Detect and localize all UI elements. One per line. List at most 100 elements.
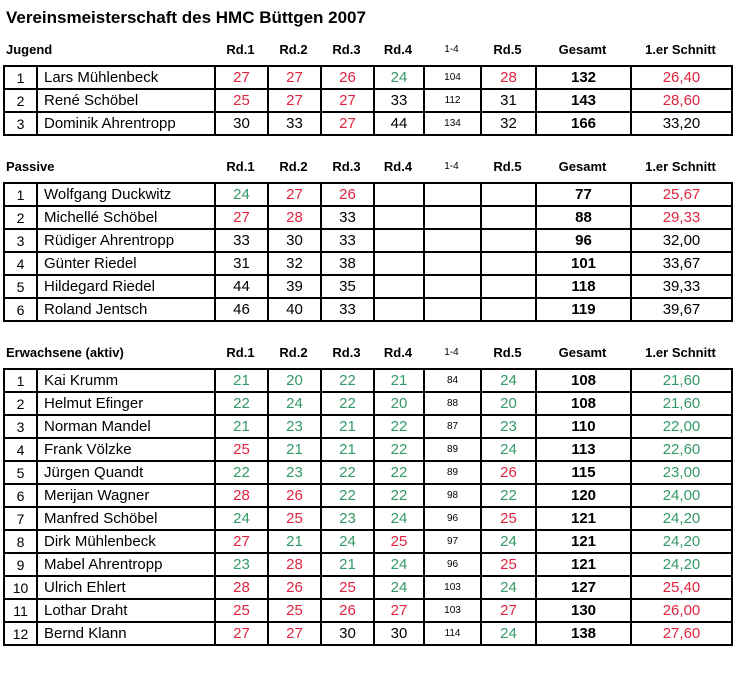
table-row: 3 Dominik Ahrentropp 30 33 27 44 134 32 166 33,20 <box>3 111 733 136</box>
table-row: 1 Wolfgang Duckwitz 24 27 26 77 25,67 <box>3 182 733 207</box>
column-header: Rd.5 <box>493 344 522 360</box>
round-cell: 27 <box>214 529 269 554</box>
round5-cell: 22 <box>480 483 537 508</box>
sum-1-4-cell: 114 <box>423 621 482 646</box>
round-cell: 38 <box>320 251 375 276</box>
schnitt-cell: 27,60 <box>630 621 733 646</box>
sum-1-4-cell: 97 <box>423 529 482 554</box>
round5-cell: 31 <box>480 88 537 113</box>
schnitt-cell: 26,00 <box>630 598 733 623</box>
schnitt-cell: 25,67 <box>630 182 733 207</box>
gesamt-cell: 121 <box>535 552 632 577</box>
sum-1-4-cell <box>423 228 482 253</box>
round-cell <box>373 297 425 322</box>
table-row: 7 Manfred Schöbel 24 25 23 24 96 25 121 24,20 <box>3 506 733 531</box>
gesamt-cell: 110 <box>535 414 632 439</box>
column-header: Rd.3 <box>332 41 361 57</box>
round-cell: 24 <box>373 552 425 577</box>
sum-1-4-cell: 89 <box>423 437 482 462</box>
results-page: Vereinsmeisterschaft des HMC Büttgen 200… <box>3 8 747 646</box>
round-cell: 27 <box>267 182 322 207</box>
sum-1-4-cell: 103 <box>423 575 482 600</box>
gesamt-cell: 77 <box>535 182 632 207</box>
gesamt-cell: 113 <box>535 437 632 462</box>
gesamt-cell: 127 <box>535 575 632 600</box>
table-row: 11 Lothar Draht 25 25 26 27 103 27 130 26,00 <box>3 598 733 623</box>
schnitt-cell: 22,60 <box>630 437 733 462</box>
name-cell: Dirk Mühlenbeck <box>36 529 216 554</box>
rank-cell: 4 <box>3 437 38 462</box>
round-cell: 28 <box>267 205 322 230</box>
round-cell: 22 <box>320 460 375 485</box>
schnitt-cell: 24,20 <box>630 552 733 577</box>
schnitt-cell: 24,00 <box>630 483 733 508</box>
column-header: Rd.1 <box>226 158 255 174</box>
round5-cell <box>480 182 537 207</box>
round-cell: 23 <box>267 414 322 439</box>
round-cell: 22 <box>373 437 425 462</box>
round-cell: 25 <box>267 506 322 531</box>
rank-cell: 2 <box>3 88 38 113</box>
section-header-row: Passive Rd.1 Rd.2 Rd.3 Rd.4 1-4 Rd.5 Gesamt 1.er… <box>3 157 731 175</box>
column-header: Rd.5 <box>493 41 522 57</box>
column-header: Rd.4 <box>383 344 413 360</box>
name-cell: Wolfgang Duckwitz <box>36 182 216 207</box>
round-cell: 27 <box>214 65 269 90</box>
schnitt-cell: 23,00 <box>630 460 733 485</box>
round5-cell: 28 <box>480 65 537 90</box>
gesamt-cell: 108 <box>535 368 632 393</box>
name-cell: Norman Mandel <box>36 414 216 439</box>
gesamt-cell: 143 <box>535 88 632 113</box>
header-row: Jugend Rd.1 Rd.2 Rd.3 Rd.4 1-4 Rd.5 Gesamt 1.er … <box>3 40 731 58</box>
round-cell: 28 <box>267 552 322 577</box>
round-cell: 22 <box>320 391 375 416</box>
round-cell: 26 <box>320 598 375 623</box>
round-cell: 20 <box>267 368 322 393</box>
column-header: 1-4 <box>444 160 459 172</box>
rank-cell: 1 <box>3 368 38 393</box>
column-header: Gesamt <box>558 41 607 57</box>
section-label: Passive <box>6 158 55 174</box>
name-cell: Ulrich Ehlert <box>36 575 216 600</box>
round-cell: 22 <box>373 414 425 439</box>
round-cell: 21 <box>267 529 322 554</box>
round-cell: 30 <box>214 111 269 136</box>
name-cell: Merijan Wagner <box>36 483 216 508</box>
table-row: 6 Merijan Wagner 28 26 22 22 98 22 120 24,00 <box>3 483 733 508</box>
round-cell: 39 <box>267 274 322 299</box>
name-cell: Frank Völzke <box>36 437 216 462</box>
column-header: Gesamt <box>558 158 607 174</box>
round-cell: 23 <box>214 552 269 577</box>
name-cell: Roland Jentsch <box>36 297 216 322</box>
section-label: Jugend <box>6 41 53 57</box>
column-header: 1.er Schnitt <box>645 344 716 360</box>
sum-1-4-cell: 88 <box>423 391 482 416</box>
name-cell: Jürgen Quandt <box>36 460 216 485</box>
sum-1-4-cell <box>423 182 482 207</box>
table-row: 2 Michellé Schöbel 27 28 33 88 29,33 <box>3 205 733 230</box>
round5-cell: 23 <box>480 414 537 439</box>
rank-cell: 1 <box>3 182 38 207</box>
schnitt-cell: 25,40 <box>630 575 733 600</box>
header-row: Erwachsene (aktiv) Rd.1 Rd.2 Rd.3 Rd.4 1-4 Rd.… <box>3 343 731 361</box>
rank-cell: 2 <box>3 205 38 230</box>
round5-cell <box>480 251 537 276</box>
schnitt-cell: 28,60 <box>630 88 733 113</box>
round-cell: 21 <box>214 368 269 393</box>
column-header: Rd.4 <box>383 41 413 57</box>
sum-1-4-cell: 103 <box>423 598 482 623</box>
section-erwachsene-aktiv-: Erwachsene (aktiv) Rd.1 Rd.2 Rd.3 Rd.4 1-4 Rd.… <box>3 343 747 646</box>
round-cell: 26 <box>267 575 322 600</box>
round-cell: 44 <box>373 111 425 136</box>
schnitt-cell: 21,60 <box>630 391 733 416</box>
round-cell <box>373 205 425 230</box>
round-cell <box>373 228 425 253</box>
name-cell: Helmut Efinger <box>36 391 216 416</box>
table-row: 2 Helmut Efinger 22 24 22 20 88 20 108 21,60 <box>3 391 733 416</box>
round-cell: 33 <box>373 88 425 113</box>
rank-cell: 7 <box>3 506 38 531</box>
round-cell: 31 <box>214 251 269 276</box>
sum-1-4-cell: 96 <box>423 506 482 531</box>
round-cell: 30 <box>373 621 425 646</box>
round5-cell: 26 <box>480 460 537 485</box>
